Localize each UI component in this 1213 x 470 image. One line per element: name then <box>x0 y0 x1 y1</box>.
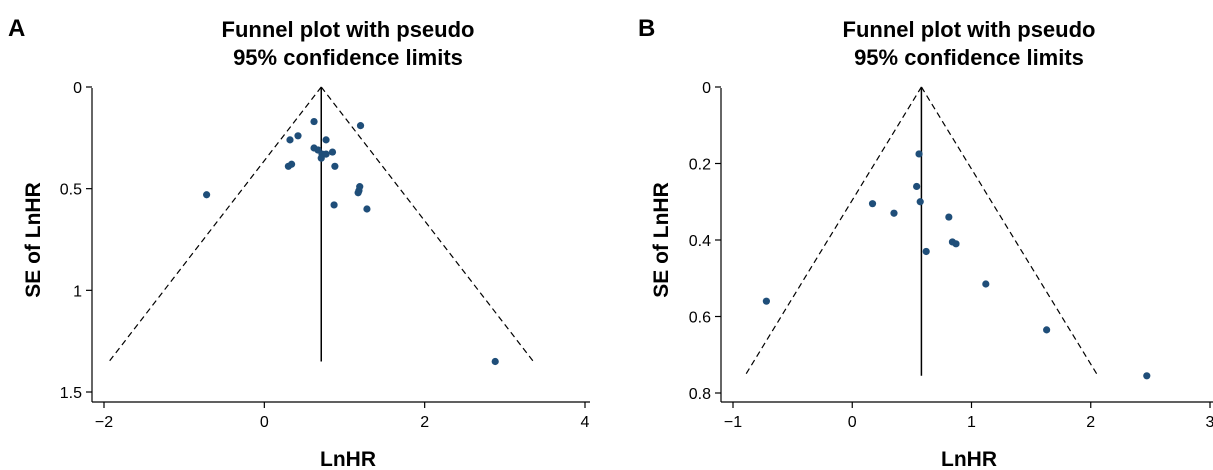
panel-b-x-axis-title: LnHR <box>941 448 997 470</box>
panel-b-study-point <box>868 200 877 208</box>
panel-a-study-point <box>354 189 362 197</box>
panel-a-y-tick-label: 0.5 <box>60 182 82 199</box>
panel-b-study-point <box>982 280 990 288</box>
panel-a-x-ticks: −2 0 2 4 <box>95 402 590 431</box>
panel-a-x-tick-label: 4 <box>581 414 590 431</box>
panel-a-study-point <box>322 150 330 158</box>
panel-b-title-line-1: Funnel plot with pseudo <box>843 17 1096 42</box>
panel-a: A Funnel plot with pseudo 95% confidence… <box>8 15 590 470</box>
panel-b-funnel-right-limit <box>920 86 1099 377</box>
panel-a-study-point <box>491 357 499 366</box>
panel-a-study-point <box>310 117 318 126</box>
panel-b-study-point <box>922 247 930 256</box>
panel-b-y-axis-title: SE of LnHR <box>650 182 673 298</box>
panel-a-funnel-right-limit <box>320 86 534 362</box>
panel-b: B Funnel plot with pseudo 95% confidence… <box>638 15 1213 470</box>
panel-b-study-point <box>952 240 960 248</box>
panel-b-y-tick-label: 0 <box>702 80 711 97</box>
panel-b-study-point <box>1143 372 1151 380</box>
panel-a-study-point <box>286 136 294 144</box>
panel-b-y-tick-label: 0.2 <box>689 157 711 174</box>
panel-a-study-point <box>356 122 365 130</box>
panel-b-x-tick-label: 3 <box>1206 414 1213 431</box>
panel-b-study-point <box>916 198 924 206</box>
panel-a-funnel <box>108 86 534 362</box>
panel-b-x-tick-label: 1 <box>967 414 976 431</box>
panel-a-study-point <box>328 148 337 156</box>
panel-a-y-tick-label: 0 <box>73 80 82 97</box>
panel-a-study-point <box>331 162 339 170</box>
panel-a-y-axis-title: SE of LnHR <box>22 182 45 298</box>
panel-a-study-point <box>330 201 338 209</box>
panel-a-funnel-left-limit <box>108 86 322 362</box>
panel-a-study-point <box>322 136 330 144</box>
panel-a-study-point <box>363 205 371 213</box>
panel-b-y-tick-label: 0.4 <box>689 233 711 250</box>
panel-a-study-point <box>317 154 325 162</box>
panel-b-x-ticks: −1 0 1 2 3 <box>724 402 1213 431</box>
panel-a-y-ticks: 0 0.5 1 1.5 <box>60 80 92 402</box>
panel-b-y-tick-label: 0.8 <box>689 386 711 403</box>
panel-a-title-line-1: Funnel plot with pseudo <box>222 17 475 42</box>
panel-a-study-point <box>287 160 296 168</box>
panel-a-x-axis-title: LnHR <box>320 448 376 470</box>
panel-b-study-point <box>915 150 923 158</box>
panel-b-y-ticks: 0 0.2 0.4 0.6 0.8 <box>689 80 721 403</box>
panel-a-y-tick-label: 1.5 <box>60 385 82 402</box>
panel-b-letter: B <box>638 15 655 42</box>
panel-b-study-point <box>762 297 770 305</box>
panel-b-x-tick-label: 2 <box>1086 414 1095 431</box>
panel-b-y-tick-label: 0.6 <box>689 310 711 327</box>
panel-b-x-tick-label: −1 <box>724 414 742 431</box>
panel-b-study-point <box>913 182 921 191</box>
panel-a-study-point <box>203 191 211 199</box>
panel-b-points <box>762 150 1151 380</box>
panel-b-study-point <box>890 209 898 217</box>
panel-a-x-tick-label: −2 <box>95 414 113 431</box>
panel-b-funnel <box>744 86 1099 377</box>
panel-a-study-point <box>294 132 302 140</box>
panel-b-funnel-left-limit <box>744 86 922 377</box>
panel-b-study-point <box>945 213 953 221</box>
panel-a-x-tick-label: 0 <box>260 414 269 431</box>
panel-a-y-tick-label: 1 <box>73 283 82 300</box>
panel-b-title-line-2: 95% confidence limits <box>854 45 1084 70</box>
panel-b-study-point <box>1043 326 1051 334</box>
panel-b-x-tick-label: 0 <box>848 414 857 431</box>
panel-a-title-line-2: 95% confidence limits <box>233 45 463 70</box>
panel-a-x-tick-label: 2 <box>420 414 429 431</box>
panel-a-points <box>203 117 499 366</box>
panel-a-letter: A <box>8 15 25 42</box>
